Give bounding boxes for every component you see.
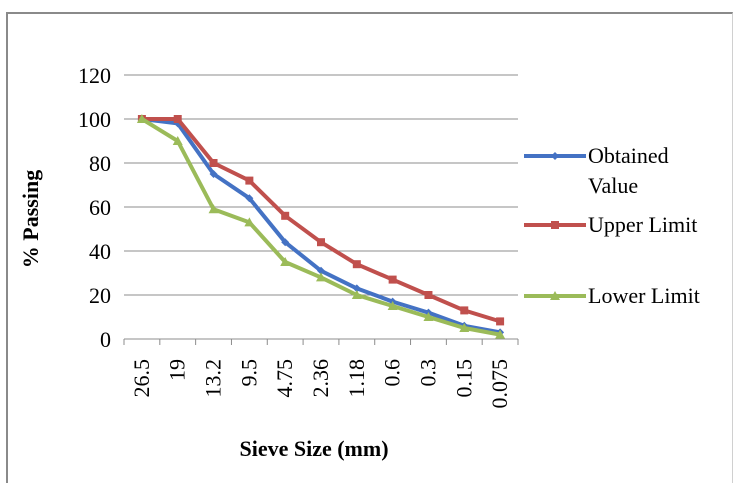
data-point bbox=[352, 284, 361, 293]
series-lines bbox=[136, 114, 506, 339]
x-axis-title: Sieve Size (mm) bbox=[239, 436, 388, 461]
y-tick-label: 60 bbox=[89, 195, 111, 220]
x-tick-label: 19 bbox=[165, 359, 190, 381]
data-point bbox=[351, 290, 362, 299]
data-point bbox=[245, 194, 254, 203]
data-point bbox=[317, 238, 325, 247]
grid-lines bbox=[123, 74, 519, 345]
y-tick-label: 0 bbox=[100, 327, 111, 352]
data-point bbox=[495, 329, 506, 339]
chart-frame: 0 20 40 60 80 100 120 26.5 19 13.2 9.5 4.75 2.36 1.1… bbox=[6, 12, 733, 483]
data-point bbox=[551, 152, 559, 160]
y-tick-label: 40 bbox=[89, 239, 111, 264]
data-point bbox=[280, 257, 291, 266]
x-tick-label: 2.36 bbox=[308, 359, 333, 398]
data-point bbox=[209, 159, 218, 167]
y-axis-title: % Passing bbox=[18, 170, 43, 268]
data-point bbox=[136, 114, 147, 123]
data-point bbox=[244, 217, 255, 227]
data-point bbox=[388, 275, 397, 284]
data-point bbox=[281, 238, 290, 247]
series bbox=[136, 114, 506, 339]
x-tick-label: 9.5 bbox=[236, 359, 261, 387]
data-point bbox=[496, 317, 505, 326]
y-tick-label: 120 bbox=[78, 63, 111, 88]
data-point bbox=[316, 272, 326, 282]
y-tick-labels: 0 20 40 60 80 100 120 bbox=[78, 63, 111, 352]
legend-label: Upper Limit bbox=[588, 212, 697, 237]
data-point bbox=[209, 170, 218, 178]
legend-item: Obtained Value bbox=[524, 143, 669, 198]
data-point bbox=[172, 136, 183, 145]
legend: Obtained Value Upper Limit Lower Limit bbox=[524, 143, 700, 308]
data-point bbox=[352, 260, 361, 269]
y-tick-label: 80 bbox=[89, 151, 111, 176]
legend-item: Upper Limit bbox=[524, 212, 697, 237]
line-chart: 0 20 40 60 80 100 120 26.5 19 13.2 9.5 4.75 2.36 1.1… bbox=[18, 63, 700, 461]
x-tick-label: 0.6 bbox=[380, 359, 405, 387]
legend-label: Lower Limit bbox=[588, 283, 700, 308]
x-tick-label: 0.3 bbox=[415, 359, 440, 387]
data-point bbox=[460, 306, 469, 315]
x-tick-label: 0.15 bbox=[451, 359, 476, 398]
x-tick-label: 26.5 bbox=[129, 359, 154, 398]
data-point bbox=[173, 115, 182, 123]
data-point bbox=[245, 176, 254, 185]
y-tick-label: 20 bbox=[89, 283, 111, 308]
series-line bbox=[141, 117, 501, 335]
data-point bbox=[551, 221, 559, 229]
data-point bbox=[459, 323, 470, 332]
data-point bbox=[317, 266, 325, 275]
x-tick-labels: 26.5 19 13.2 9.5 4.75 2.36 1.18 0.6 0.3 0.15 0.075 bbox=[129, 359, 512, 409]
x-tick-label: 0.075 bbox=[487, 359, 512, 409]
data-point bbox=[208, 204, 219, 214]
data-point bbox=[550, 291, 560, 300]
data-point bbox=[281, 211, 290, 220]
x-tick-label: 1.18 bbox=[344, 359, 369, 398]
data-point bbox=[423, 312, 434, 321]
y-tick-label: 100 bbox=[78, 107, 111, 132]
legend-item: Lower Limit bbox=[524, 283, 700, 308]
series bbox=[137, 115, 505, 337]
data-point bbox=[387, 301, 398, 310]
legend-label: Value bbox=[588, 173, 638, 198]
x-tick-label: 4.75 bbox=[272, 359, 297, 398]
x-tick-label: 13.2 bbox=[201, 359, 226, 398]
data-point bbox=[424, 291, 433, 299]
legend-label: Obtained bbox=[588, 143, 669, 168]
